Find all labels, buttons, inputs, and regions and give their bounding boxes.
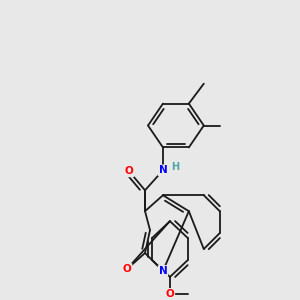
Text: H: H <box>171 162 179 172</box>
Text: O: O <box>166 289 174 299</box>
Text: N: N <box>159 266 167 276</box>
Text: O: O <box>123 264 131 274</box>
Text: O: O <box>125 166 134 176</box>
Text: N: N <box>159 165 167 175</box>
